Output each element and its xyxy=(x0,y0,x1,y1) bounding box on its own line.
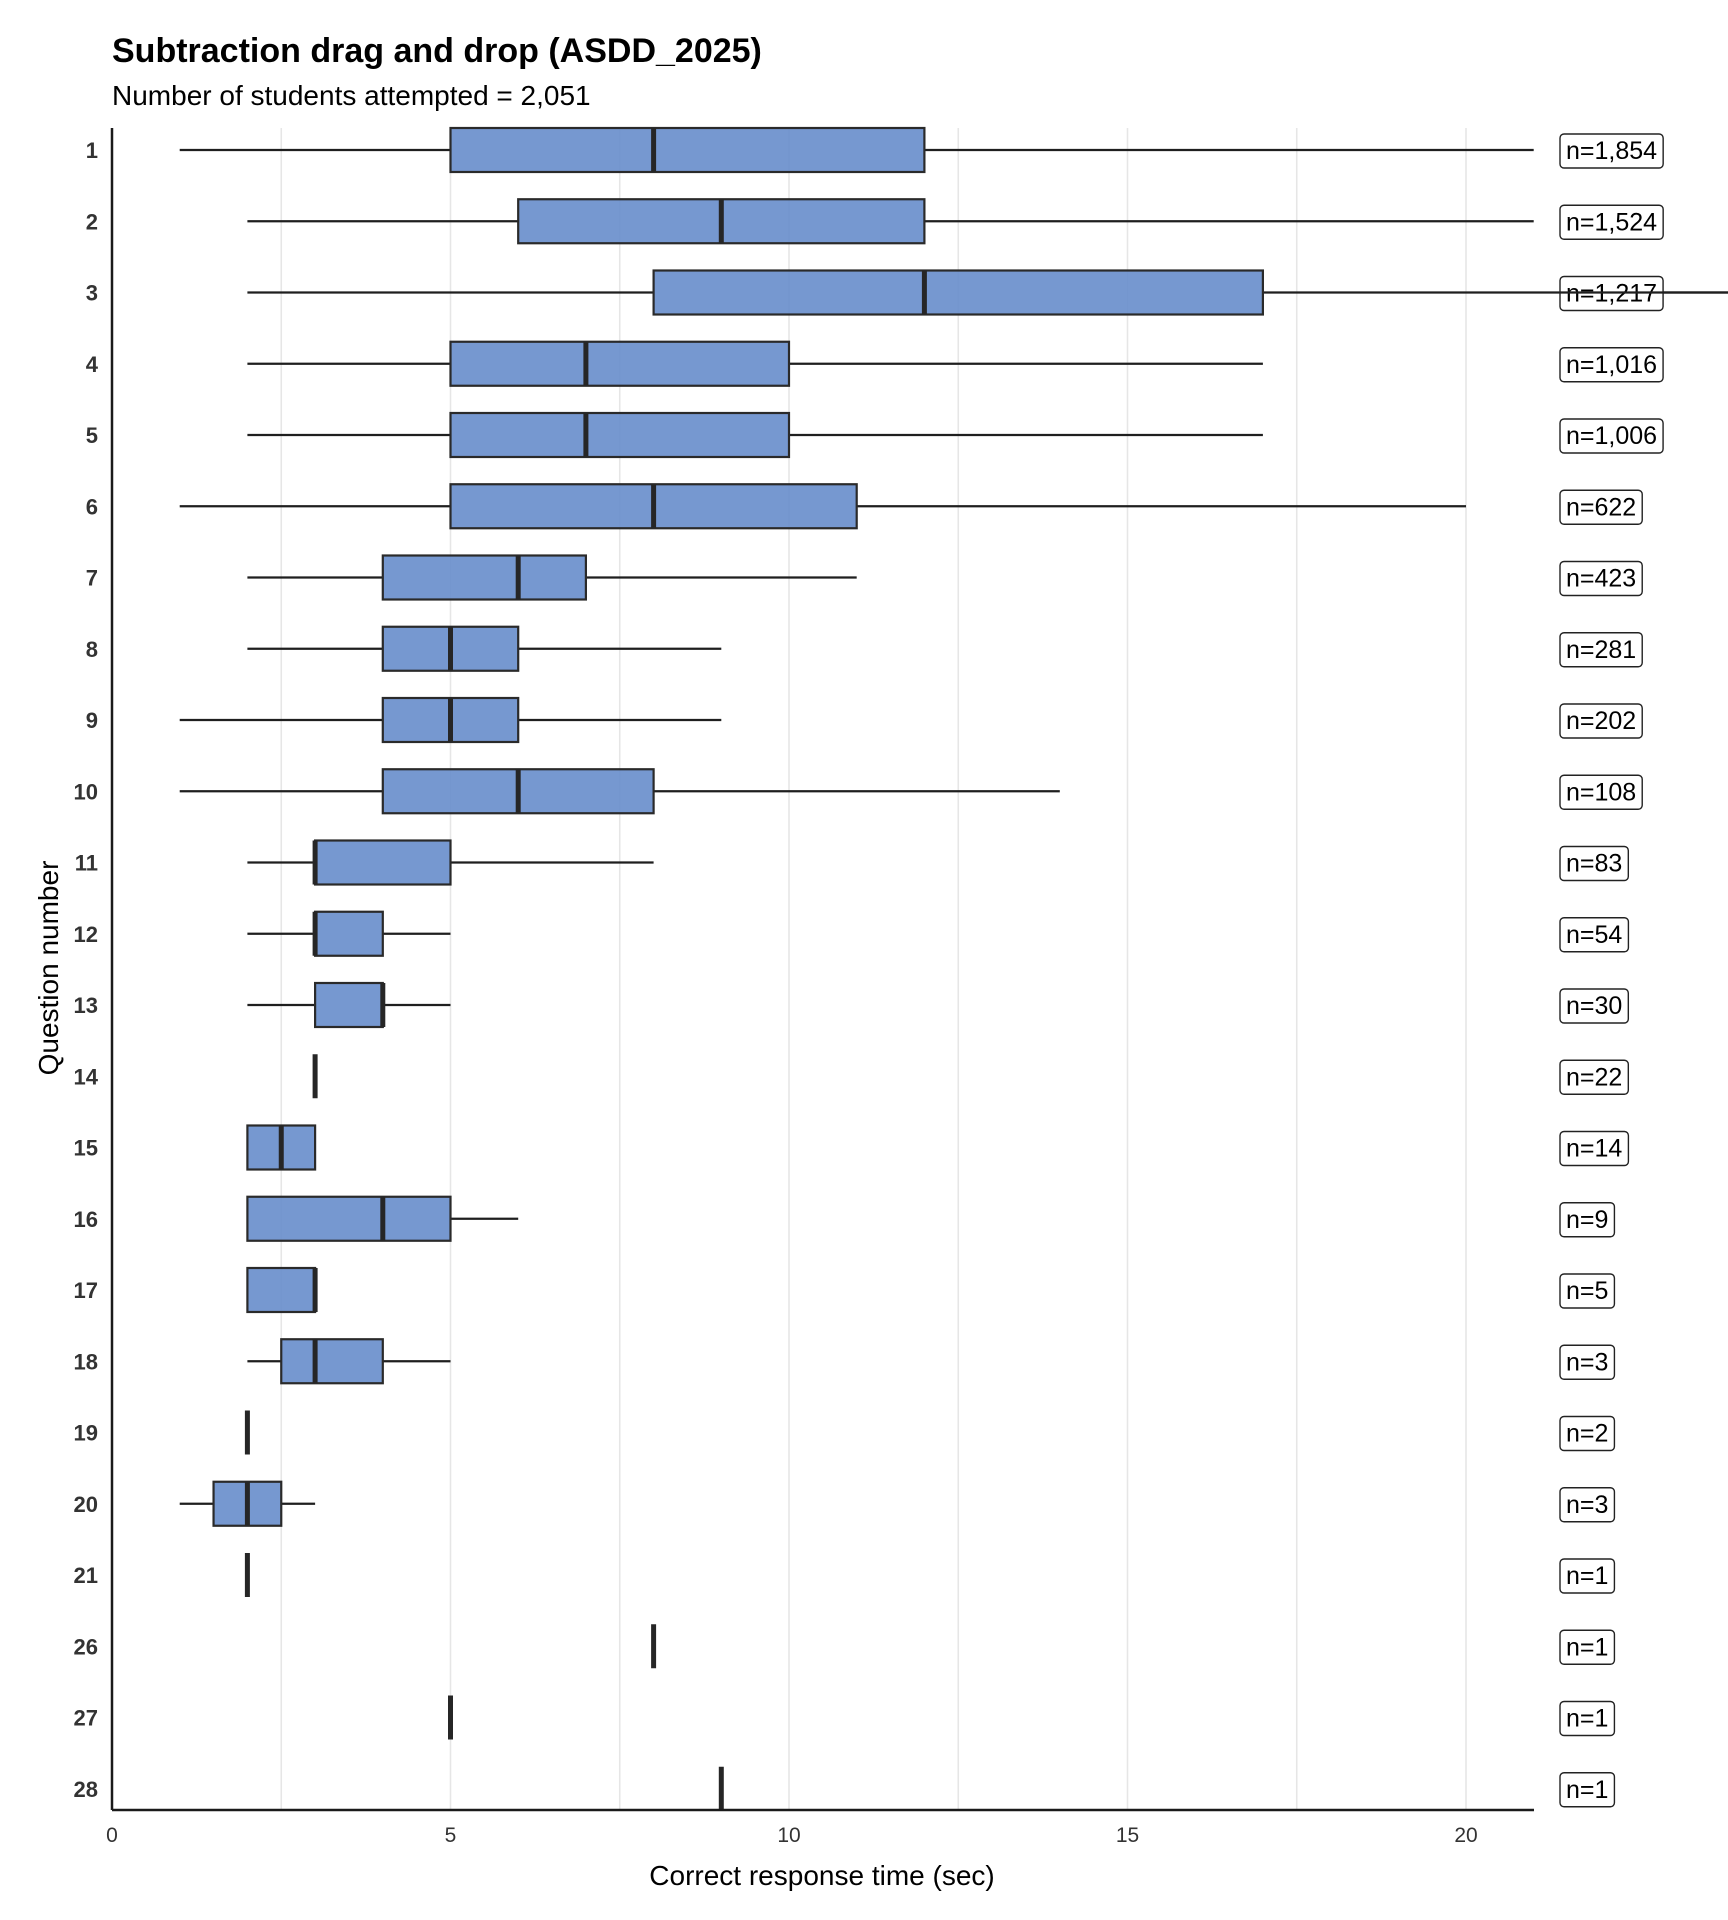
n-label: n=1,006 xyxy=(1566,422,1657,450)
y-tick-label: 13 xyxy=(74,993,98,1018)
y-tick-label: 5 xyxy=(86,423,98,448)
iqr-box xyxy=(314,910,384,957)
n-label: n=9 xyxy=(1566,1206,1608,1234)
y-tick-label: 2 xyxy=(86,209,98,234)
iqr-box xyxy=(314,839,452,886)
n-label: n=1 xyxy=(1566,1633,1608,1661)
x-tick-label: 0 xyxy=(106,1824,118,1847)
n-label: n=1 xyxy=(1566,1776,1608,1804)
n-label-frame xyxy=(1559,1344,1616,1380)
iqr-box xyxy=(314,981,384,1029)
y-axis-label: Question number xyxy=(33,861,64,1076)
n-label-frame xyxy=(1559,774,1643,810)
y-tick-label: 19 xyxy=(74,1421,98,1446)
n-label-frame xyxy=(1559,1629,1616,1665)
n-label-frame xyxy=(1559,204,1664,240)
n-label-frame xyxy=(1559,1130,1630,1167)
y-tick-label: 27 xyxy=(74,1706,98,1731)
n-label-frame xyxy=(1559,1487,1616,1523)
n-label: n=622 xyxy=(1566,493,1636,521)
iqr-box xyxy=(449,126,926,174)
n-label-frame xyxy=(1559,703,1643,739)
y-tick-label: 9 xyxy=(86,708,98,733)
n-label: n=423 xyxy=(1566,565,1636,593)
chart-subtitle: Number of students attempted = 2,051 xyxy=(112,80,591,111)
y-tick-label: 21 xyxy=(74,1563,98,1588)
whisker-layer xyxy=(179,148,1728,1505)
y-tick-label: 10 xyxy=(74,779,98,804)
x-tick-label: 5 xyxy=(445,1824,457,1847)
y-tick-label: 12 xyxy=(74,922,98,947)
n-label: n=22 xyxy=(1566,1063,1622,1091)
n-label-frame xyxy=(1559,418,1664,454)
y-tick-label: 18 xyxy=(74,1349,98,1374)
n-label-frame xyxy=(1559,347,1664,383)
box-layer xyxy=(212,126,1264,1811)
y-tick-label: 7 xyxy=(86,566,98,591)
y-tick-label: 1 xyxy=(86,138,98,163)
n-label-frame xyxy=(1559,1558,1616,1594)
iqr-box xyxy=(652,269,1264,316)
n-label-frame xyxy=(1559,560,1643,597)
y-tick-label: 8 xyxy=(86,637,98,662)
x-tick-label: 20 xyxy=(1454,1824,1477,1847)
x-tick-label: 10 xyxy=(777,1824,800,1847)
y-tick-label: 16 xyxy=(74,1207,98,1232)
axis-layer: 0 5 10 15 2012345678910111213141516171819202… xyxy=(74,128,1534,1847)
n-label: n=83 xyxy=(1566,850,1622,878)
x-tick-label: 15 xyxy=(1116,1824,1139,1847)
iqr-box xyxy=(246,1195,452,1242)
n-label: n=202 xyxy=(1566,707,1636,735)
iqr-box xyxy=(449,411,791,459)
n-label-frame xyxy=(1559,489,1643,525)
n-label-layer: n=1,854n=1,524n=1,217n=1,016n=1,006n=622… xyxy=(1559,133,1728,1808)
iqr-box xyxy=(449,340,791,387)
x-axis-label: Correct response time (sec) xyxy=(649,1860,994,1891)
y-tick-label: 20 xyxy=(74,1492,98,1517)
n-label: n=30 xyxy=(1566,992,1622,1020)
n-label: n=14 xyxy=(1566,1135,1622,1163)
iqr-box xyxy=(246,1266,317,1314)
n-label: n=1 xyxy=(1566,1705,1608,1733)
n-label: n=3 xyxy=(1566,1491,1608,1519)
iqr-box xyxy=(280,1338,384,1385)
n-label-frame xyxy=(1559,845,1630,882)
n-label: n=1,016 xyxy=(1566,351,1657,379)
n-label: n=3 xyxy=(1566,1348,1608,1376)
y-tick-label: 28 xyxy=(74,1777,98,1802)
n-label-frame xyxy=(1559,1772,1616,1808)
chart-title: Subtraction drag and drop (ASDD_2025) xyxy=(112,32,762,70)
y-tick-label: 17 xyxy=(74,1278,98,1303)
n-label: n=281 xyxy=(1566,636,1636,664)
y-tick-label: 15 xyxy=(74,1136,98,1161)
n-label-frame xyxy=(1559,133,1664,169)
n-label-frame xyxy=(1559,632,1643,668)
y-tick-label: 3 xyxy=(86,281,98,306)
n-label-frame xyxy=(1559,1700,1616,1737)
n-label-frame xyxy=(1559,917,1630,953)
n-label: n=1,854 xyxy=(1566,137,1657,165)
n-label-frame xyxy=(1559,1059,1630,1095)
n-label-frame xyxy=(1559,1273,1616,1309)
n-label: n=1 xyxy=(1566,1562,1608,1590)
y-tick-label: 14 xyxy=(74,1064,99,1089)
n-label-frame xyxy=(1559,1415,1616,1452)
n-label: n=108 xyxy=(1566,778,1636,806)
n-label: n=54 xyxy=(1566,921,1622,949)
y-tick-label: 6 xyxy=(86,494,98,519)
iqr-box xyxy=(381,554,587,601)
y-tick-label: 11 xyxy=(75,851,98,876)
y-tick-label: 4 xyxy=(86,352,99,377)
n-label-frame xyxy=(1559,988,1630,1024)
n-label-frame xyxy=(1559,1202,1616,1238)
n-label: n=2 xyxy=(1566,1420,1608,1448)
n-label: n=5 xyxy=(1566,1277,1608,1305)
grid-layer xyxy=(280,128,1467,1810)
n-label: n=1,524 xyxy=(1566,208,1657,236)
y-tick-label: 26 xyxy=(74,1634,98,1659)
